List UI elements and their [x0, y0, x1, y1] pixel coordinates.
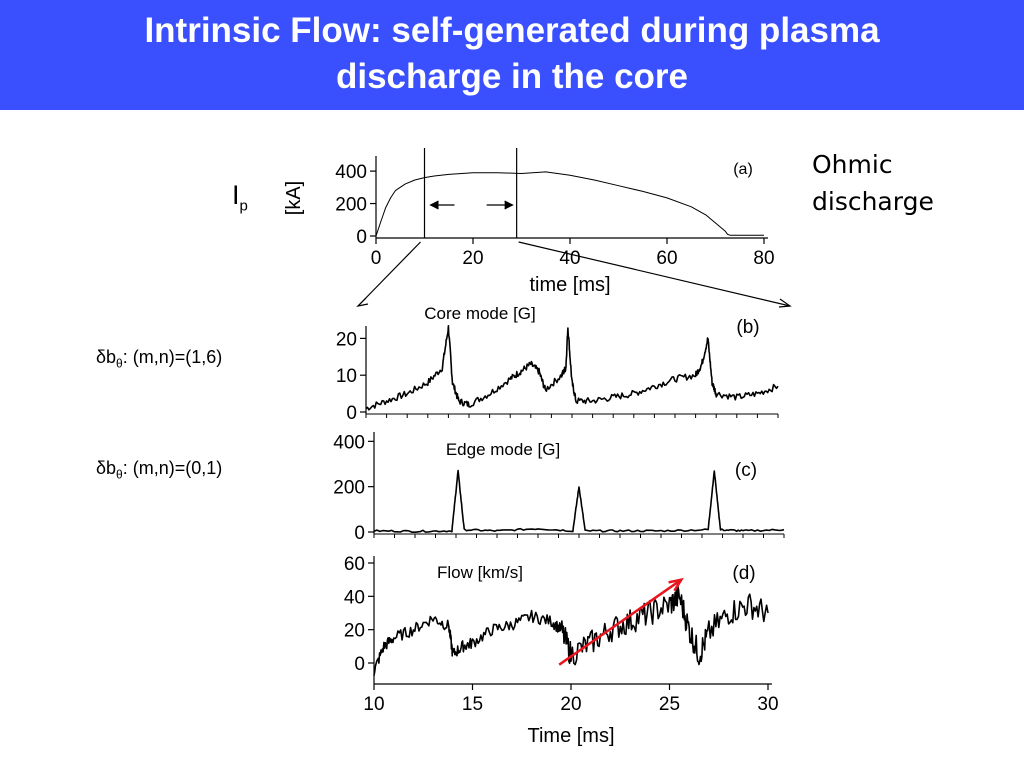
panel-a-series-line	[375, 171, 764, 237]
ip-subscript: p	[239, 197, 248, 215]
zoom-arrowhead-left	[356, 297, 369, 307]
panel-d-x-tick-label: 10	[363, 694, 384, 715]
mode-c-delta: δ	[96, 458, 107, 478]
title-bar: Intrinsic Flow: self-generated during pl…	[0, 0, 1024, 110]
slide-title-line2: discharge in the core	[335, 57, 689, 96]
mode-b-b: b	[106, 347, 117, 367]
panel-c-y-tick-label: 400	[333, 432, 365, 453]
panel-b-tag: (b)	[736, 317, 759, 338]
mode-c-rest: : (m,n)=(0,1)	[122, 458, 223, 478]
mode-b-delta: δ	[96, 347, 107, 367]
mode-b-rest: : (m,n)=(1,6)	[122, 347, 223, 367]
panel-c-title: Edge mode [G]	[446, 440, 560, 459]
panel-d-tag: (d)	[732, 563, 755, 584]
panel-b-y-tick-label: 20	[336, 329, 357, 350]
panel-a-x-tick-label: 20	[462, 248, 483, 269]
panel-a-x-tick-label: 80	[753, 248, 774, 269]
panel-c-y-tick-label: 0	[354, 523, 365, 544]
zoom-arrowhead-right	[778, 298, 792, 308]
panel-d-trend-arrowhead	[668, 577, 684, 592]
panel-a-tag: (a)	[733, 161, 753, 178]
zoom-arrow-right	[518, 241, 791, 307]
panel-a-x-label: time [ms]	[529, 274, 610, 296]
panel-b-series-line	[365, 325, 779, 411]
mode-b-sub: θ	[116, 356, 123, 371]
panel-d-y-tick-label: 0	[354, 654, 365, 675]
panel-d-y-tick-label: 40	[344, 587, 365, 608]
panel-d-x-tick-label: 30	[757, 694, 778, 715]
panel-d-trend-line	[558, 578, 683, 666]
panel-c-tag: (c)	[735, 460, 757, 481]
mode-label-c: δbθ: (m,n)=(0,1)	[96, 458, 222, 482]
panel-a-y-tick-label: 0	[356, 227, 367, 248]
panel-a-right-arrowhead	[504, 200, 514, 210]
panel-a-x-tick-label: 40	[559, 248, 580, 269]
panel-a-y-tick-label: 400	[335, 162, 367, 183]
panel-d-x-tick-label: 20	[560, 694, 581, 715]
panel-a-left-arrowhead	[429, 200, 439, 210]
side-note-line2: discharge	[812, 187, 934, 216]
slide-title-line1: Intrinsic Flow: self-generated during pl…	[144, 11, 880, 50]
panel-d-x-tick-label: 15	[462, 694, 483, 715]
panel-d-y-tick-label: 60	[344, 554, 365, 575]
mode-label-b: δbθ: (m,n)=(1,6)	[96, 347, 222, 371]
mode-c-b: b	[106, 458, 117, 478]
panel-a-x-tick-label: 0	[371, 248, 382, 269]
panel-c-y-tick-label: 200	[333, 478, 365, 499]
side-note-line1: Ohmic	[812, 150, 893, 179]
panel-d-y-tick-label: 20	[344, 621, 365, 642]
zoom-arrow-left	[357, 241, 421, 307]
ip-symbol: I	[232, 180, 240, 210]
mode-c-sub: θ	[116, 467, 123, 482]
ohmic-discharge-note: Ohmic discharge	[812, 146, 972, 220]
panel-d-x-label: Time [ms]	[527, 725, 614, 747]
panel-a-y-tick-label: 200	[335, 195, 367, 216]
slide-title: Intrinsic Flow: self-generated during pl…	[0, 8, 1024, 100]
ip-label: Ip	[232, 180, 248, 214]
panel-d-title: Flow [km/s]	[437, 563, 523, 582]
panel-a-x-tick-label: 60	[656, 248, 677, 269]
panel-b-y-tick-label: 0	[346, 403, 357, 424]
panel-d-series-line	[373, 585, 769, 676]
panel-c-series-line	[373, 469, 785, 533]
panel-a-y-label: [kA]	[283, 181, 305, 215]
panel-b-y-tick-label: 10	[336, 366, 357, 387]
panel-d-x-tick-label: 25	[659, 694, 680, 715]
panel-b-title: Core mode [G]	[424, 304, 536, 323]
